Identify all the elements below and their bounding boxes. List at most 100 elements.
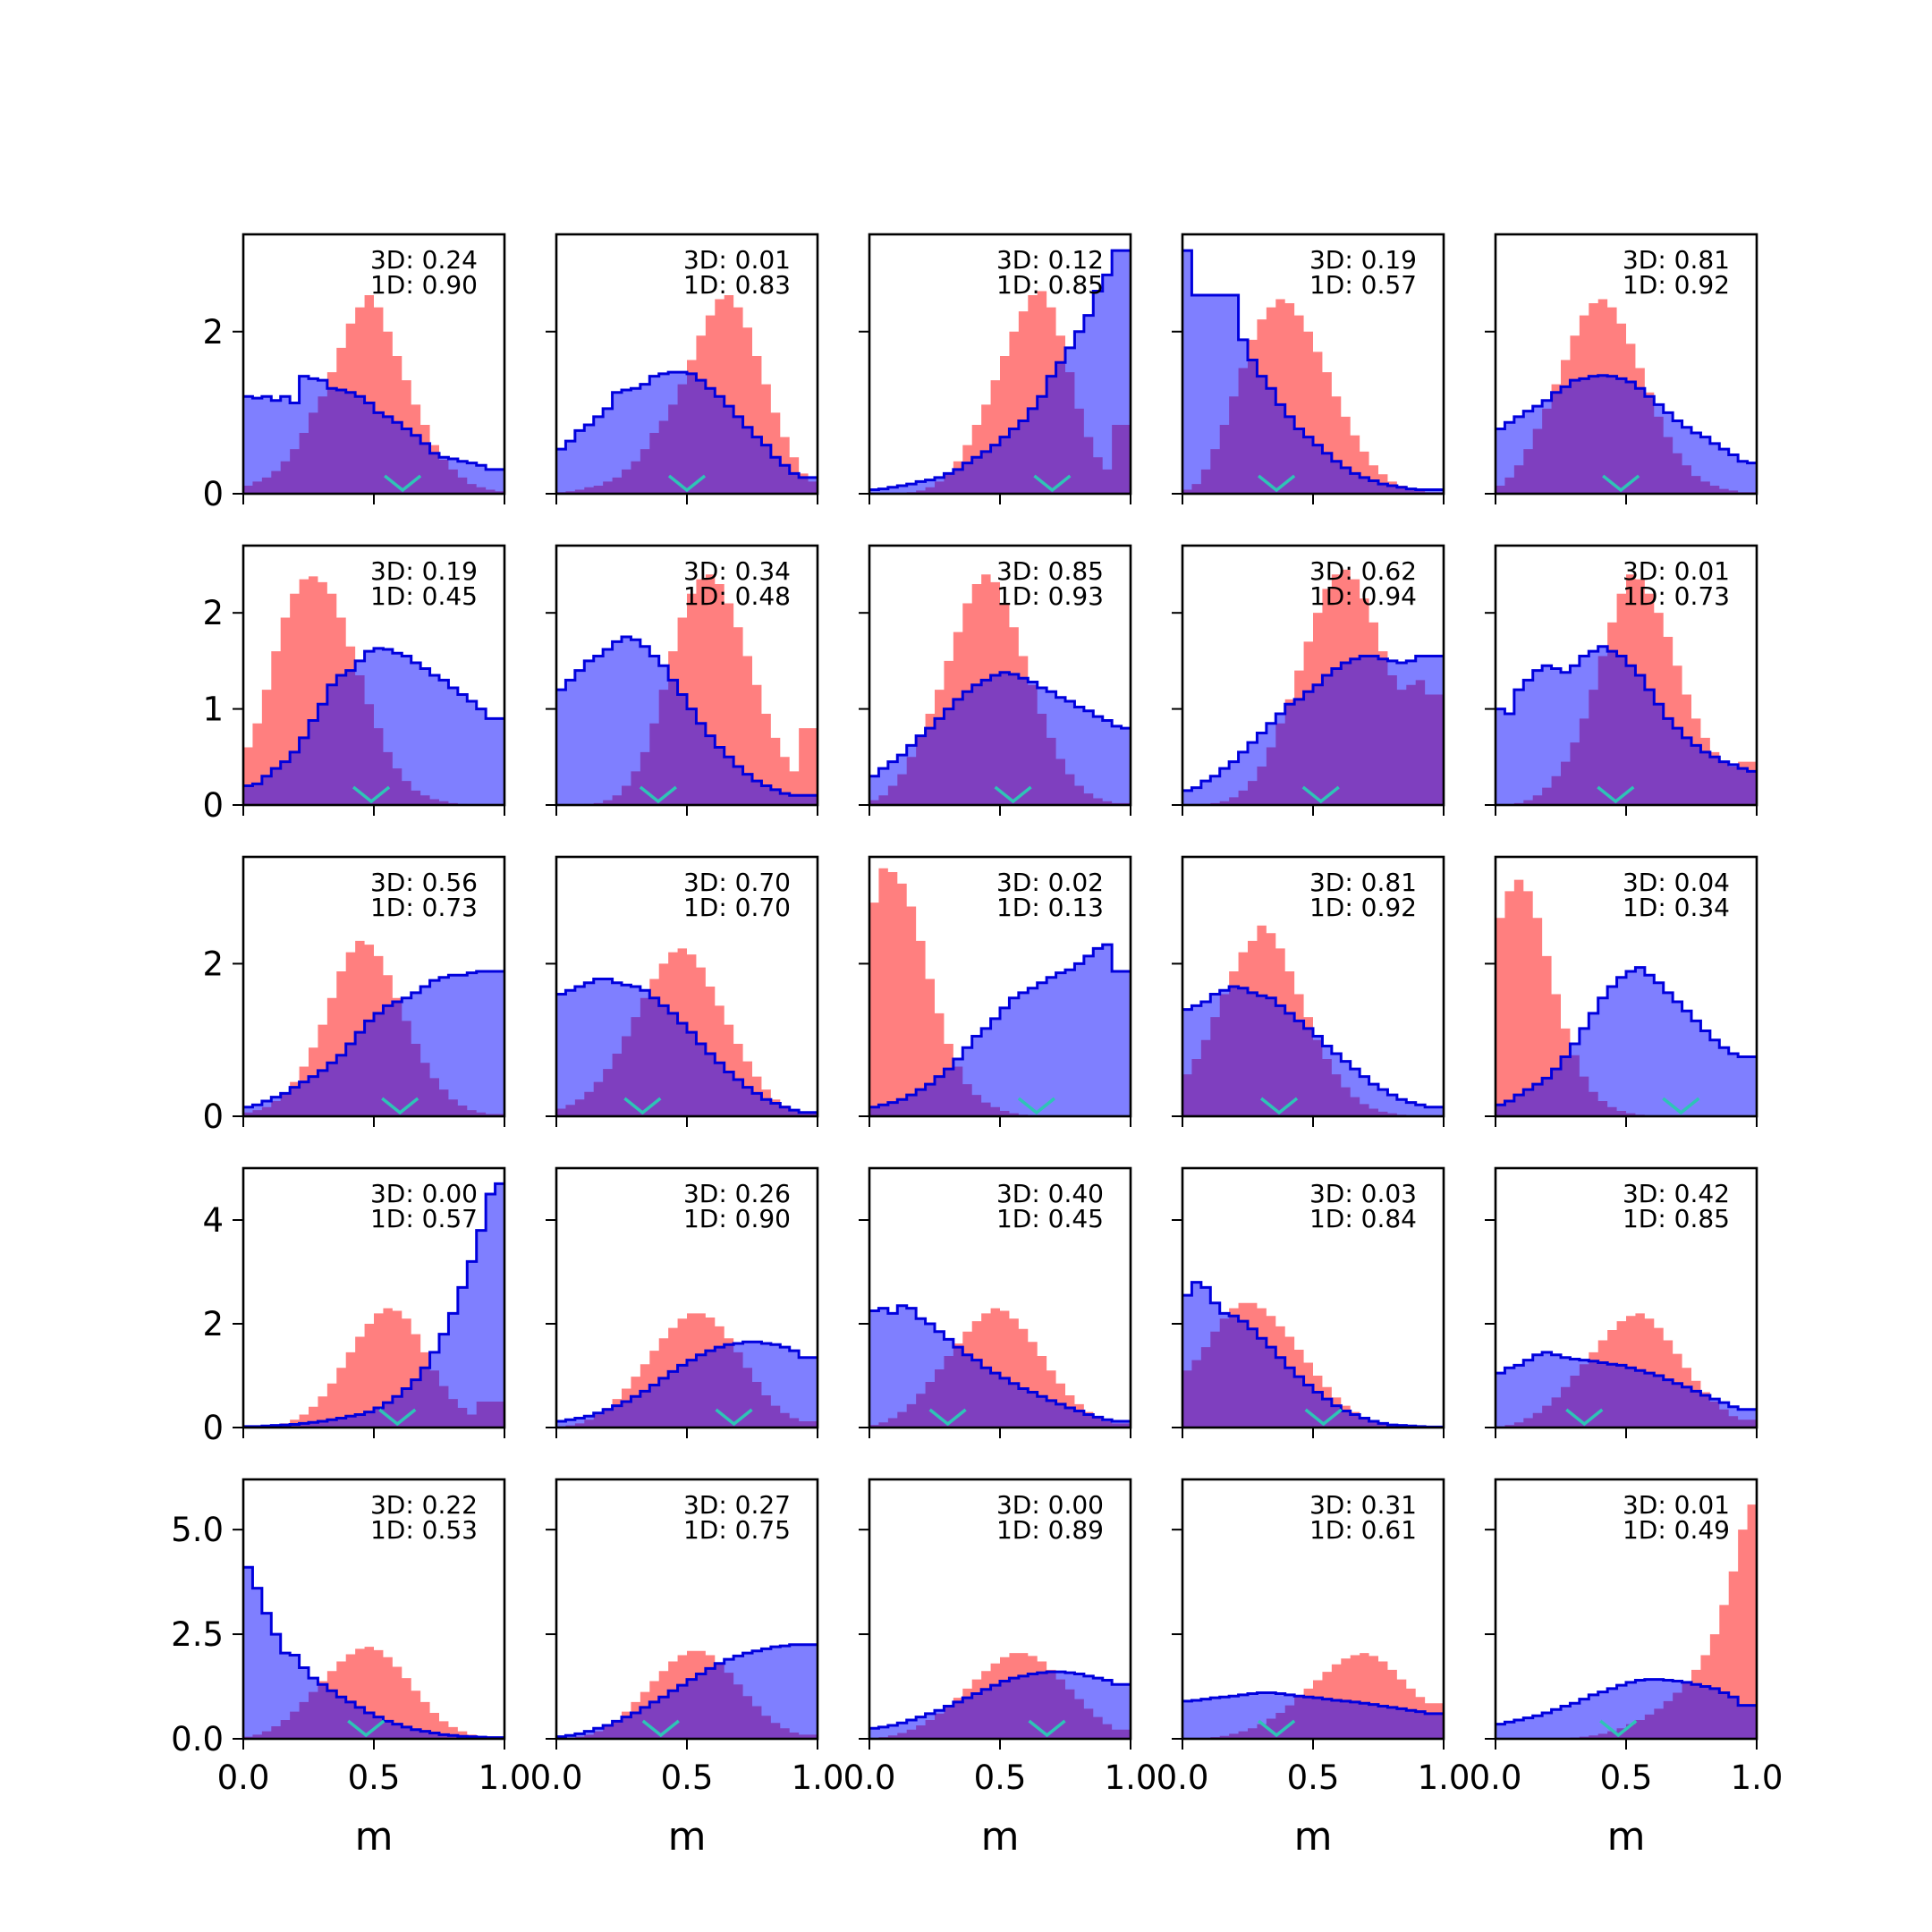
panel-plot-area [869, 249, 1131, 494]
marker-v-icon [1602, 474, 1640, 493]
annotation-1d: 1D: 0.92 [1623, 270, 1730, 300]
panel-plot-area [243, 294, 504, 494]
blue-histogram-edge [869, 943, 1131, 1109]
marker-v-icon [381, 1097, 419, 1115]
panel-plot-area [1182, 249, 1444, 494]
panel-plot-area [1496, 1504, 1757, 1739]
marker-v-icon [1304, 1408, 1343, 1427]
blue-histogram [1496, 1352, 1757, 1428]
blue-histogram-edge [243, 375, 504, 471]
annotation-1d: 1D: 0.90 [683, 1204, 791, 1233]
x-tick-label: 0.5 [661, 1758, 714, 1797]
marker-v-icon [378, 1408, 417, 1427]
annotation-1d: 1D: 0.83 [683, 270, 791, 300]
annotation-1d: 1D: 0.90 [370, 270, 478, 300]
marker-v-icon [1301, 785, 1340, 804]
annotation-1d: 1D: 0.53 [370, 1515, 478, 1545]
panel-plot-area [1496, 1313, 1757, 1428]
blue-histogram-edge [869, 1304, 1131, 1423]
x-tick-label: 0.5 [348, 1758, 401, 1797]
annotation-3d: 3D: 0.01 [1623, 556, 1730, 586]
blue-histogram-edge [556, 977, 818, 1114]
annotation-3d: 3D: 0.01 [1623, 1490, 1730, 1520]
red-histogram [869, 868, 1131, 1116]
blue-histogram [1182, 1692, 1444, 1739]
annotation-3d: 3D: 0.40 [996, 1179, 1104, 1208]
marker-v-icon [352, 785, 391, 804]
red-histogram [1496, 1504, 1757, 1739]
annotation-3d: 3D: 0.24 [370, 245, 478, 275]
panel-plot-area [243, 1182, 504, 1428]
panel-plot-area [243, 940, 504, 1116]
annotation-1d: 1D: 0.92 [1309, 893, 1417, 922]
blue-histogram [1182, 656, 1444, 805]
blue-histogram [869, 945, 1131, 1116]
panel-plot-area [1496, 299, 1757, 494]
blue-histogram-edge [1182, 985, 1444, 1109]
x-axis-label: m [981, 1814, 1020, 1860]
annotation-3d: 3D: 0.27 [683, 1490, 791, 1520]
x-tick-label: 0.0 [217, 1758, 270, 1797]
x-tick-label: 0.5 [1600, 1758, 1653, 1797]
panel-plot-area [556, 1643, 818, 1739]
blue-histogram-edge [556, 1643, 818, 1739]
panel-plot-area [556, 948, 818, 1116]
blue-histogram [243, 1183, 504, 1428]
blue-histogram-edge [1496, 374, 1757, 465]
blue-histogram-edge [1496, 1351, 1757, 1411]
panel-plot-area [1182, 569, 1444, 805]
x-tick-label: 0.0 [530, 1758, 583, 1797]
x-tick-label: 1.0 [1731, 1758, 1784, 1797]
y-tick-label: 2 [202, 313, 224, 352]
blue-histogram-edge [1182, 655, 1444, 792]
red-histogram [556, 574, 818, 805]
blue-histogram-edge [1182, 1281, 1444, 1428]
blue-histogram [1182, 987, 1444, 1116]
blue-histogram [1182, 250, 1444, 494]
y-tick-label: 2 [202, 1305, 224, 1343]
blue-histogram [869, 1305, 1131, 1428]
marker-v-icon [623, 1097, 662, 1115]
marker-v-icon [384, 474, 422, 493]
x-tick-label: 0.5 [1287, 1758, 1340, 1797]
y-tick-label: 4 [202, 1201, 224, 1240]
blue-histogram [1496, 1679, 1757, 1739]
marker-v-icon [347, 1719, 386, 1738]
annotation-1d: 1D: 0.45 [996, 1204, 1104, 1233]
marker-v-icon [1258, 474, 1296, 493]
y-tick-label: 2 [202, 945, 224, 983]
marker-v-icon [641, 1719, 680, 1738]
blue-histogram [556, 1644, 818, 1739]
annotation-1d: 1D: 0.85 [996, 270, 1104, 300]
panel-plot-area [869, 574, 1131, 805]
annotation-3d: 3D: 0.12 [996, 245, 1104, 275]
x-tick-label: 1.0 [479, 1758, 531, 1797]
blue-histogram [243, 648, 504, 805]
annotation-3d: 3D: 0.31 [1309, 1490, 1417, 1520]
blue-histogram-edge [556, 370, 818, 479]
marker-v-icon [1033, 474, 1072, 493]
y-tick-label: 0 [202, 786, 224, 825]
annotation-3d: 3D: 0.19 [1309, 245, 1417, 275]
panel-plot-area [869, 1653, 1131, 1739]
annotation-3d: 3D: 0.70 [683, 868, 791, 897]
blue-histogram [869, 250, 1131, 494]
y-tick-label: 0 [202, 475, 224, 513]
y-tick-label: 0 [202, 1409, 224, 1447]
panel-plot-area [556, 574, 818, 805]
annotation-1d: 1D: 0.13 [996, 893, 1104, 922]
blue-histogram [556, 372, 818, 494]
annotation-1d: 1D: 0.85 [1623, 1204, 1730, 1233]
